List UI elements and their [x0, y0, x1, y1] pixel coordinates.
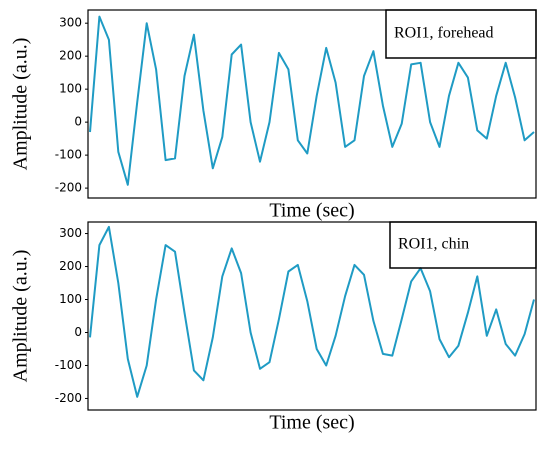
y-axis-label: Amplitude (a.u.)	[10, 38, 32, 171]
y-tick-label: 0	[74, 325, 82, 339]
y-tick-label: 0	[74, 115, 82, 129]
y-tick-label: -100	[55, 148, 82, 162]
plot-frame	[87, 221, 537, 411]
y-tick-label: 200	[59, 259, 82, 273]
y-tick-label: -100	[55, 358, 82, 372]
y-tick-label: -200	[55, 181, 82, 195]
y-axis-label: Amplitude (a.u.)	[10, 250, 32, 383]
y-tick-label: 200	[59, 49, 82, 63]
plot-frame	[87, 9, 537, 199]
y-tick-label: 100	[59, 292, 82, 306]
data-line	[89, 225, 535, 398]
y-tick-label: 300	[59, 226, 82, 240]
x-axis-label: Time (sec)	[269, 412, 354, 434]
x-axis-label: Time (sec)	[269, 200, 354, 222]
y-tick-label: -200	[55, 391, 82, 405]
annotation: ROI1, forehead	[394, 25, 494, 42]
y-tick-label: 100	[59, 82, 82, 96]
annotation: ROI1, chin	[398, 236, 469, 253]
annotation-box	[385, 9, 537, 59]
annotation-box	[389, 221, 537, 269]
data-line	[89, 15, 535, 186]
y-tick-label: 300	[59, 16, 82, 30]
